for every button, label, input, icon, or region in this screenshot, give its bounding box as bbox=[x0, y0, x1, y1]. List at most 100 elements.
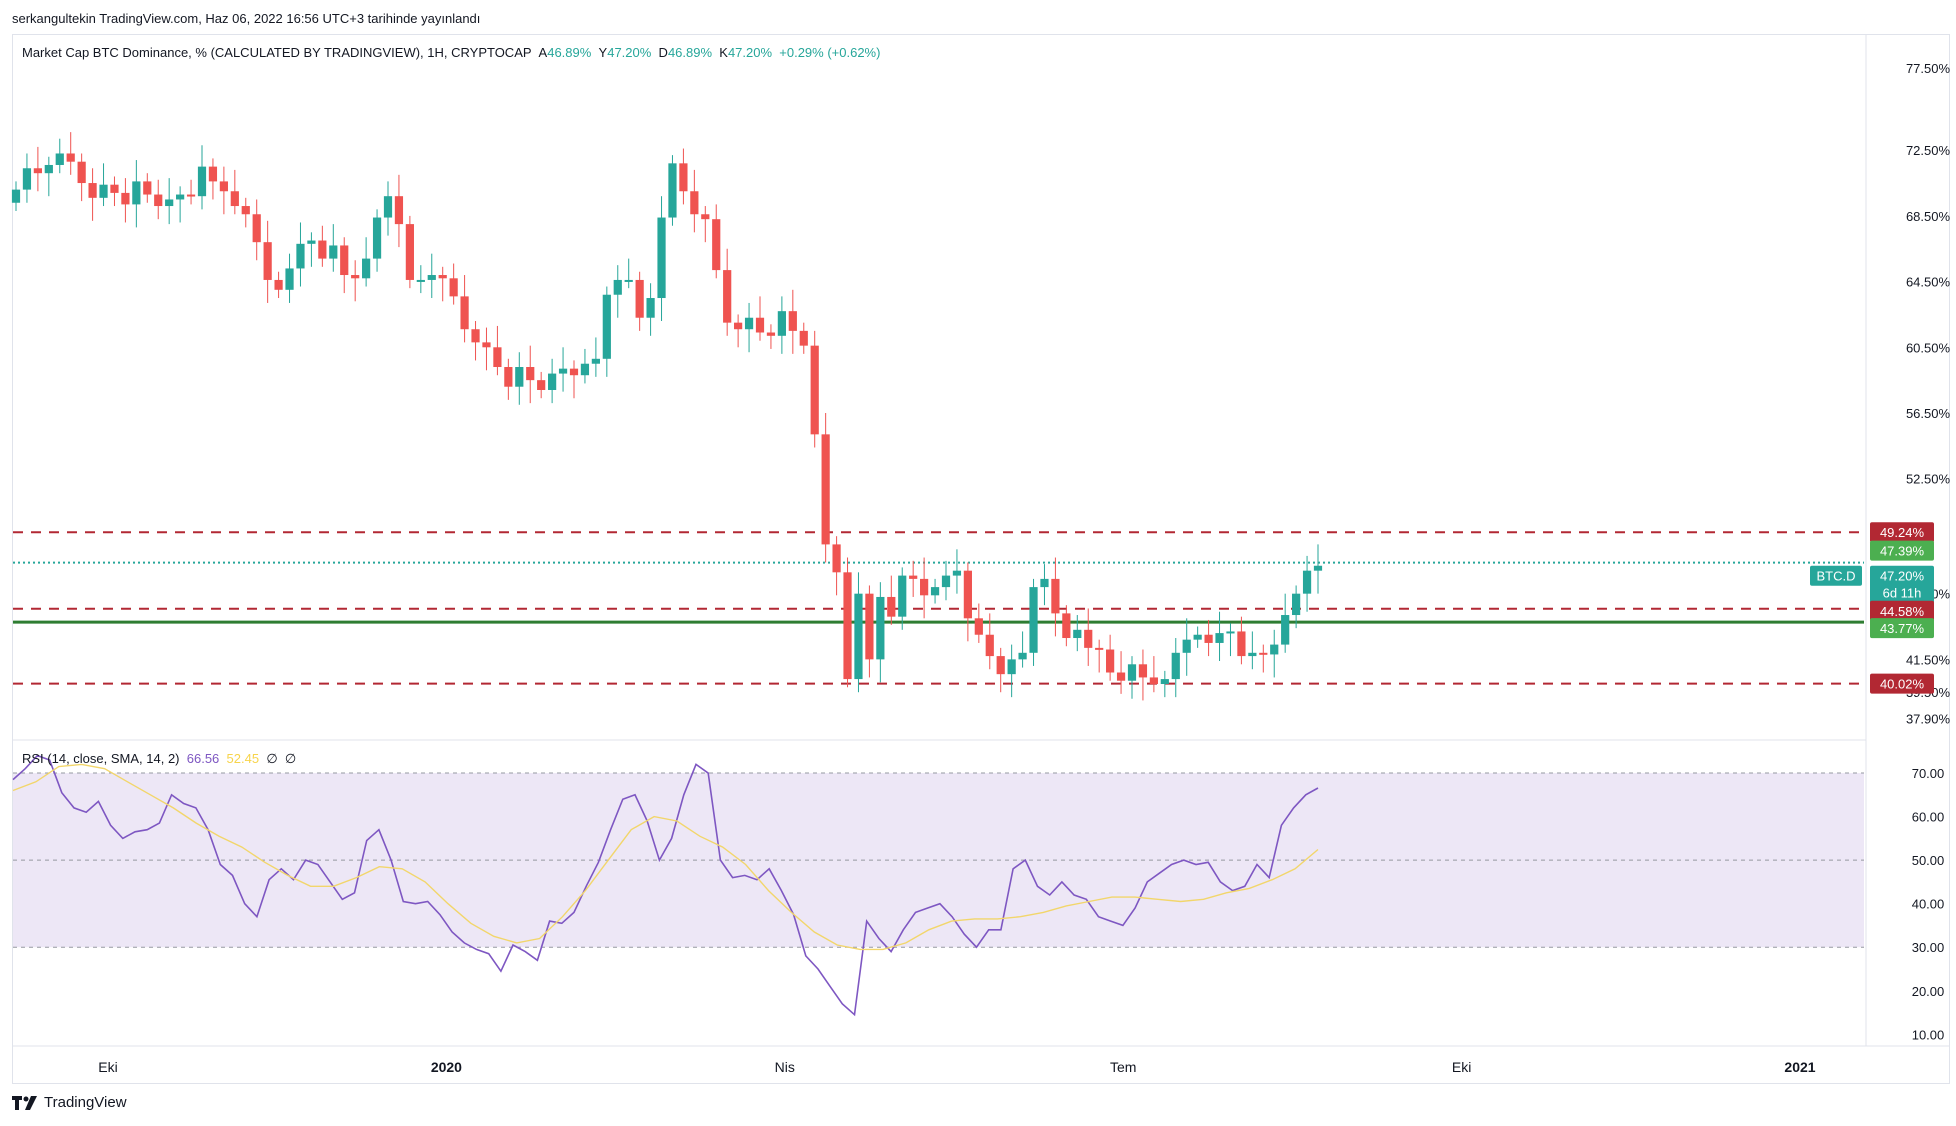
candle-body bbox=[44, 164, 53, 174]
candle-body bbox=[88, 183, 97, 198]
time-axis-label: Eki bbox=[98, 1059, 117, 1075]
candle-body bbox=[230, 191, 239, 207]
candle-body bbox=[515, 367, 524, 387]
time-axis-label: Nis bbox=[775, 1059, 795, 1075]
candle-body bbox=[865, 593, 874, 660]
chart-frame bbox=[12, 34, 1950, 1084]
candle-body bbox=[1237, 631, 1246, 657]
candle-body bbox=[176, 194, 185, 200]
candle-body bbox=[1073, 629, 1082, 639]
tradingview-footer[interactable]: TradingView bbox=[12, 1094, 127, 1111]
candle-body bbox=[1149, 677, 1158, 685]
rsi-sma-value: 52.45 bbox=[226, 751, 260, 766]
candle-body bbox=[591, 358, 600, 364]
symbol-badge: BTC.D bbox=[1817, 569, 1856, 584]
tradingview-logo-icon bbox=[12, 1095, 37, 1110]
time-axis-label: Eki bbox=[1452, 1059, 1471, 1075]
candle-body bbox=[383, 196, 393, 218]
last-price-countdown: 6d 11h bbox=[1883, 586, 1922, 601]
resistance-badge-bg bbox=[1870, 522, 1934, 543]
candle-body bbox=[690, 191, 699, 215]
candle-body bbox=[99, 184, 108, 198]
candle-body bbox=[1259, 652, 1268, 655]
candle-body bbox=[799, 330, 808, 346]
rsi-extra-1: ∅ bbox=[266, 751, 278, 766]
candle-body bbox=[121, 192, 130, 205]
candle-body bbox=[701, 214, 710, 220]
candle-body bbox=[482, 342, 491, 348]
candle-body bbox=[263, 242, 272, 280]
rsi-legend[interactable]: RSI (14, close, SMA, 14, 2) 66.56 52.45 … bbox=[22, 751, 296, 767]
candle-body bbox=[558, 368, 568, 374]
candle-body bbox=[624, 279, 633, 282]
time-axis-label: 2021 bbox=[1784, 1059, 1815, 1075]
symbol-legend[interactable]: Market Cap BTC Dominance, % (CALCULATED … bbox=[22, 45, 880, 60]
candle-body bbox=[887, 596, 896, 617]
candle-body bbox=[471, 329, 480, 343]
support-green-badge: 43.77% bbox=[1880, 621, 1925, 636]
candle-body bbox=[1270, 644, 1279, 655]
candle-body bbox=[132, 181, 141, 205]
candle-body bbox=[1084, 629, 1093, 648]
price-axis-label: 52.50% bbox=[1906, 472, 1951, 487]
candle-body bbox=[154, 194, 163, 207]
low-label: D bbox=[658, 45, 668, 60]
candle-body bbox=[285, 268, 294, 290]
rsi-axis-label: 40.00 bbox=[1912, 897, 1945, 912]
candle-body bbox=[219, 181, 228, 192]
high-value: 47.20% bbox=[607, 45, 652, 60]
rsi-value: 66.56 bbox=[186, 751, 220, 766]
brand-name: TradingView bbox=[44, 1094, 127, 1111]
candle-body bbox=[427, 275, 436, 280]
candle-body bbox=[537, 380, 546, 390]
price-axis-label: 37.90% bbox=[1906, 712, 1951, 727]
high-label: Y bbox=[598, 45, 608, 60]
candle-body bbox=[329, 245, 338, 259]
support-red-badge: 44.58% bbox=[1880, 604, 1925, 619]
rsi-axis-label: 70.00 bbox=[1912, 766, 1945, 781]
change-value: +0.29% (+0.62%) bbox=[779, 45, 881, 60]
candle-body bbox=[449, 278, 458, 297]
dotted-badge-bg bbox=[1870, 540, 1934, 561]
candle-body bbox=[1127, 664, 1137, 681]
candle-body bbox=[351, 275, 360, 279]
candle-body bbox=[1215, 633, 1224, 643]
candle-body bbox=[66, 153, 75, 162]
symbol-badge-bg bbox=[1810, 565, 1862, 586]
rsi-axis-label: 10.00 bbox=[1912, 1027, 1945, 1042]
rsi-axis-label: 20.00 bbox=[1912, 984, 1945, 999]
candle-body bbox=[460, 296, 469, 330]
candle-body bbox=[1292, 593, 1301, 616]
candle-body bbox=[613, 279, 622, 295]
candle-body bbox=[1204, 634, 1213, 643]
candle-body bbox=[657, 217, 666, 299]
candle-body bbox=[679, 163, 688, 192]
candle-body bbox=[744, 317, 754, 330]
candle-body bbox=[963, 570, 972, 619]
price-axis-label: 72.50% bbox=[1906, 143, 1951, 158]
candle-body bbox=[1248, 652, 1257, 657]
candle-body bbox=[898, 575, 907, 617]
price-axis-label: 77.50% bbox=[1906, 61, 1951, 76]
close-value: 47.20% bbox=[727, 45, 773, 60]
candle-body bbox=[340, 245, 349, 276]
candle-body bbox=[110, 184, 119, 193]
candle-body bbox=[165, 199, 174, 207]
candle-body bbox=[635, 279, 644, 318]
publication-line: serkangultekin TradingView.com, Haz 06, … bbox=[12, 11, 481, 26]
candle-body bbox=[854, 593, 863, 680]
candle-body bbox=[11, 189, 21, 203]
price-axis-label: 41.50% bbox=[1906, 652, 1951, 667]
candle-body bbox=[1226, 631, 1235, 634]
bottom-badge-bg bbox=[1870, 673, 1934, 694]
candle-body bbox=[1160, 679, 1169, 685]
rsi-title: RSI (14, close, SMA, 14, 2) bbox=[22, 751, 180, 766]
candle-body bbox=[930, 587, 940, 596]
resistance-badge: 49.24% bbox=[1880, 525, 1925, 540]
candle-body bbox=[941, 575, 951, 588]
candle-body bbox=[985, 634, 994, 657]
candle-body bbox=[734, 322, 743, 330]
candle-body bbox=[548, 373, 557, 390]
candle-body bbox=[394, 196, 404, 225]
